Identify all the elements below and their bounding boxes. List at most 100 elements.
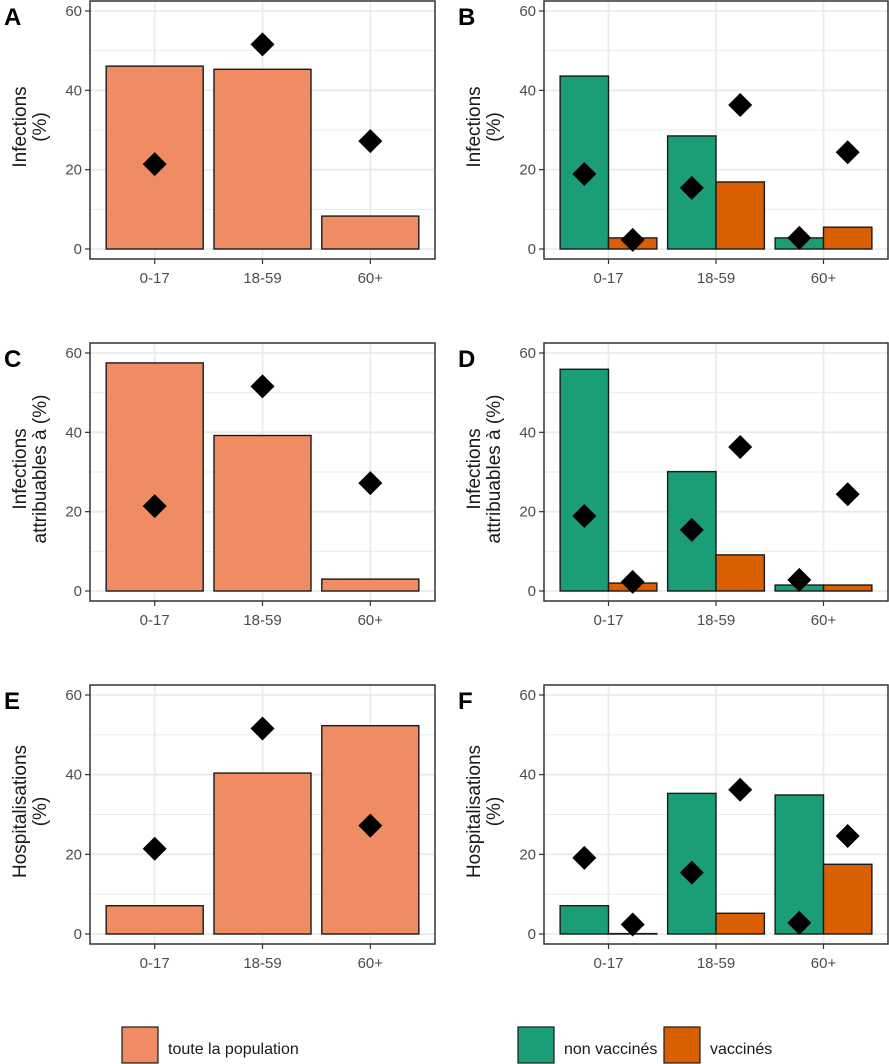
bar-population-0-17: [105, 362, 204, 592]
bar-non-vaccines-0-17: [559, 368, 610, 592]
x-tick-label: 0-17: [593, 270, 623, 287]
legend: toute la population non vaccinés vacciné…: [121, 1026, 772, 1064]
y-tick-label: 20: [65, 162, 82, 179]
y-tick-label: 0: [74, 926, 82, 943]
panel-e: 0 20 40 60 0-17 18-59 60+ Hospitalisations (%) E: [4, 684, 436, 972]
marker-diamond: [787, 567, 812, 592]
marker-diamond: [358, 813, 383, 838]
y-axis-title: (%): [484, 112, 505, 142]
y-axis-title: Infections: [10, 86, 31, 167]
bar-vaccines-60+: [822, 584, 873, 592]
marker-diamond: [620, 912, 645, 937]
panel-d: 0 20 40 60 0-17 18-59 60+ Infections attribuable…: [458, 342, 889, 629]
x-tick-label: 18-59: [697, 270, 735, 287]
marker-diamond: [358, 129, 383, 154]
y-axis-title: (%): [484, 797, 505, 827]
panel-b: 0 20 40 60 0-17 18-59 60+ Infections (%) B: [458, 0, 889, 287]
x-tick-label: 18-59: [243, 612, 281, 629]
x-tick-label: 0-17: [140, 955, 170, 972]
bar-vaccines-60+: [822, 226, 873, 250]
marker-diamond: [250, 32, 275, 57]
marker-diamond: [250, 716, 275, 741]
x-tick-label: 60+: [811, 612, 837, 629]
legend-label-non-vaccines: non vaccinés: [564, 1041, 657, 1058]
y-tick-label: 0: [528, 926, 536, 943]
x-tick-label: 18-59: [697, 612, 735, 629]
marker-diamond: [835, 482, 860, 507]
y-axis-title: attribuables à (%): [484, 395, 505, 544]
x-tick-label: 60+: [811, 955, 837, 972]
marker-diamond: [679, 175, 704, 200]
bar-population-60+: [321, 215, 420, 250]
bar-vaccines-18-59: [715, 554, 766, 592]
marker-diamond: [620, 569, 645, 594]
y-tick-label: 40: [519, 767, 536, 784]
panel-tag: E: [4, 688, 20, 715]
bar-vaccines-60+: [822, 863, 873, 935]
bar-non-vaccines-0-17: [559, 905, 610, 935]
y-axis-title: (%): [30, 112, 51, 142]
marker-diamond: [572, 845, 597, 870]
legend-key-vaccines: [663, 1026, 701, 1064]
bar-population-18-59: [213, 68, 312, 250]
marker-diamond: [142, 494, 167, 519]
x-tick-label: 18-59: [243, 270, 281, 287]
y-axis-title: Infections: [10, 428, 31, 509]
panel-f: 0 20 40 60 0-17 18-59 60+ Hospitalisations (%) F: [458, 684, 889, 972]
legend-key-population: [121, 1026, 159, 1064]
x-tick-label: 60+: [358, 955, 384, 972]
y-axis-title: attribuables à (%): [30, 395, 51, 544]
bar-vaccines-18-59: [715, 181, 766, 250]
marker-diamond: [835, 824, 860, 849]
x-tick-label: 0-17: [593, 612, 623, 629]
y-tick-label: 0: [528, 583, 536, 600]
y-tick-label: 0: [74, 241, 82, 258]
y-tick-label: 20: [65, 846, 82, 863]
marker-diamond: [572, 504, 597, 529]
y-axis-title: Infections: [464, 428, 485, 509]
marker-diamond: [728, 435, 753, 460]
bar-population-18-59: [213, 434, 312, 592]
marker-diamond: [620, 227, 645, 252]
y-tick-label: 60: [519, 687, 536, 704]
marker-diamond: [142, 836, 167, 861]
y-axis-title: Hospitalisations: [10, 745, 31, 878]
y-tick-label: 20: [65, 504, 82, 521]
marker-diamond: [572, 162, 597, 187]
panel-c: 0 20 40 60 0-17 18-59 60+ Infections attribuable…: [4, 342, 436, 629]
x-tick-label: 18-59: [697, 955, 735, 972]
y-axis-title: Infections: [464, 86, 485, 167]
panel-a: 0 20 40 60 0-17 18-59 60+ Infections (%) A: [4, 0, 436, 287]
y-tick-label: 0: [528, 241, 536, 258]
marker-diamond: [787, 910, 812, 935]
y-tick-label: 60: [519, 3, 536, 20]
y-tick-label: 20: [519, 504, 536, 521]
y-tick-label: 20: [519, 162, 536, 179]
marker-diamond: [728, 777, 753, 802]
x-tick-label: 0-17: [140, 270, 170, 287]
marker-diamond: [679, 517, 704, 542]
panel-tag: D: [458, 346, 475, 373]
bar-population-18-59: [213, 772, 312, 935]
y-tick-label: 40: [65, 424, 82, 441]
marker-diamond: [679, 860, 704, 885]
marker-diamond: [728, 93, 753, 118]
y-tick-label: 40: [65, 767, 82, 784]
panel-tag: A: [4, 4, 21, 31]
panel-tag: B: [458, 4, 475, 31]
panel-tag: F: [458, 688, 473, 715]
x-tick-label: 0-17: [593, 955, 623, 972]
y-tick-label: 60: [65, 3, 82, 20]
legend-label-vaccines: vaccinés: [710, 1041, 772, 1058]
marker-diamond: [787, 225, 812, 250]
legend-label-population: toute la population: [168, 1041, 299, 1058]
marker-diamond: [250, 374, 275, 399]
y-tick-label: 60: [65, 345, 82, 362]
y-tick-label: 60: [519, 345, 536, 362]
panel-tag: C: [4, 346, 21, 373]
x-tick-label: 0-17: [140, 612, 170, 629]
y-tick-label: 40: [519, 424, 536, 441]
bar-population-60+: [321, 578, 420, 592]
